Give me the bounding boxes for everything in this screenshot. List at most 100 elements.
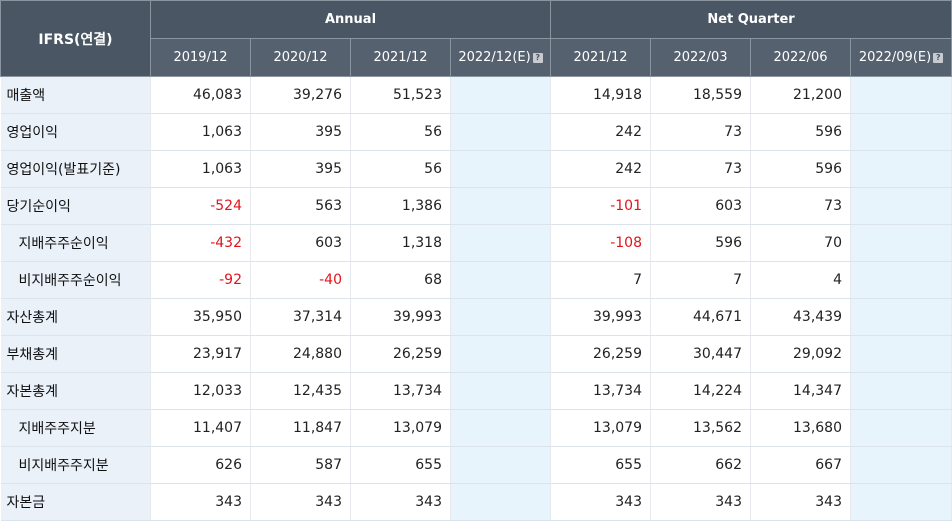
- question-icon[interactable]: ?: [532, 53, 543, 63]
- value-cell: -101: [550, 187, 651, 225]
- value-cell: 26,259: [550, 335, 651, 373]
- value-cell: 73: [750, 187, 851, 225]
- value-cell: 12,435: [250, 372, 351, 410]
- value-cell: 1,318: [350, 224, 451, 262]
- annual-group-header: Annual: [150, 0, 551, 39]
- row-label: 부채총계: [0, 335, 151, 373]
- value-cell: 343: [550, 483, 651, 521]
- row-label: 당기순이익: [0, 187, 151, 225]
- value-cell: 343: [750, 483, 851, 521]
- value-cell: -92: [150, 261, 251, 299]
- value-cell: 56: [350, 113, 451, 151]
- value-cell: 563: [250, 187, 351, 225]
- value-cell: 655: [550, 446, 651, 484]
- value-cell: 56: [350, 150, 451, 188]
- row-label: 비지배주주순이익: [0, 261, 151, 299]
- estimate-cell: [850, 187, 952, 225]
- value-cell: 1,063: [150, 150, 251, 188]
- period-header-estimate: 2022/12(E)?: [450, 38, 551, 77]
- value-cell: 30,447: [650, 335, 751, 373]
- estimate-cell: [850, 150, 952, 188]
- value-cell: 18,559: [650, 76, 751, 114]
- table-row: 당기순이익 -524 563 1,386 -101 603 73: [0, 187, 952, 225]
- value-cell: 39,993: [550, 298, 651, 336]
- value-cell: 21,200: [750, 76, 851, 114]
- value-cell: 587: [250, 446, 351, 484]
- value-cell: -524: [150, 187, 251, 225]
- estimate-cell: [850, 446, 952, 484]
- value-cell: 13,734: [350, 372, 451, 410]
- period-header: 2019/12: [150, 38, 251, 77]
- value-cell: 23,917: [150, 335, 251, 373]
- value-cell: 626: [150, 446, 251, 484]
- value-cell: 603: [250, 224, 351, 262]
- estimate-cell: [850, 335, 952, 373]
- value-cell: 343: [350, 483, 451, 521]
- estimate-cell: [850, 483, 952, 521]
- table-row: 비지배주주지분 626 587 655 655 662 667: [0, 446, 952, 484]
- value-cell: 4: [750, 261, 851, 299]
- value-cell: 603: [650, 187, 751, 225]
- value-cell: 13,680: [750, 409, 851, 447]
- table-row: 매출액 46,083 39,276 51,523 14,918 18,559 21,200: [0, 76, 952, 114]
- value-cell: 596: [750, 113, 851, 151]
- row-label: 지배주주지분: [0, 409, 151, 447]
- estimate-cell: [450, 335, 551, 373]
- table-row: 부채총계 23,917 24,880 26,259 26,259 30,447 29,092: [0, 335, 952, 373]
- period-header-estimate: 2022/09(E)?: [850, 38, 952, 77]
- estimate-cell: [450, 76, 551, 114]
- value-cell: 655: [350, 446, 451, 484]
- value-cell: 1,386: [350, 187, 451, 225]
- table-corner-header: IFRS(연결): [0, 0, 151, 77]
- table-row: 비지배주주순이익 -92 -40 68 7 7 4: [0, 261, 952, 299]
- estimate-cell: [850, 261, 952, 299]
- estimate-cell: [450, 150, 551, 188]
- value-cell: 11,407: [150, 409, 251, 447]
- table-row: 지배주주순이익 -432 603 1,318 -108 596 70: [0, 224, 952, 262]
- question-icon[interactable]: ?: [933, 53, 944, 63]
- value-cell: -108: [550, 224, 651, 262]
- value-cell: 68: [350, 261, 451, 299]
- estimate-cell: [850, 224, 952, 262]
- value-cell: 343: [150, 483, 251, 521]
- value-cell: -432: [150, 224, 251, 262]
- value-cell: 24,880: [250, 335, 351, 373]
- value-cell: 13,079: [550, 409, 651, 447]
- table-body: 매출액 46,083 39,276 51,523 14,918 18,559 21,200 영…: [0, 76, 952, 521]
- row-label: 영업이익(발표기준): [0, 150, 151, 188]
- value-cell: 39,276: [250, 76, 351, 114]
- period-label: 2022/12(E): [458, 50, 531, 65]
- estimate-cell: [850, 298, 952, 336]
- estimate-cell: [850, 409, 952, 447]
- value-cell: 14,918: [550, 76, 651, 114]
- estimate-cell: [450, 446, 551, 484]
- value-cell: 7: [550, 261, 651, 299]
- value-cell: 12,033: [150, 372, 251, 410]
- value-cell: 35,950: [150, 298, 251, 336]
- estimate-cell: [450, 483, 551, 521]
- value-cell: 1,063: [150, 113, 251, 151]
- value-cell: 11,847: [250, 409, 351, 447]
- row-label: 지배주주순이익: [0, 224, 151, 262]
- estimate-cell: [450, 261, 551, 299]
- value-cell: 43,439: [750, 298, 851, 336]
- period-label: 2022/09(E): [858, 50, 932, 65]
- estimate-cell: [850, 113, 952, 151]
- table-row: 지배주주지분 11,407 11,847 13,079 13,079 13,562 13,6…: [0, 409, 952, 447]
- value-cell: 37,314: [250, 298, 351, 336]
- table-row: 자본총계 12,033 12,435 13,734 13,734 14,224 14,347: [0, 372, 952, 410]
- estimate-cell: [850, 372, 952, 410]
- estimate-cell: [450, 298, 551, 336]
- value-cell: 14,347: [750, 372, 851, 410]
- net-quarter-group-header: Net Quarter: [550, 0, 952, 39]
- estimate-cell: [850, 76, 952, 114]
- estimate-cell: [450, 409, 551, 447]
- table-row: 영업이익 1,063 395 56 242 73 596: [0, 113, 952, 151]
- value-cell: 343: [250, 483, 351, 521]
- row-label: 자본금: [0, 483, 151, 521]
- value-cell: 14,224: [650, 372, 751, 410]
- value-cell: 596: [750, 150, 851, 188]
- value-cell: 343: [650, 483, 751, 521]
- value-cell: 51,523: [350, 76, 451, 114]
